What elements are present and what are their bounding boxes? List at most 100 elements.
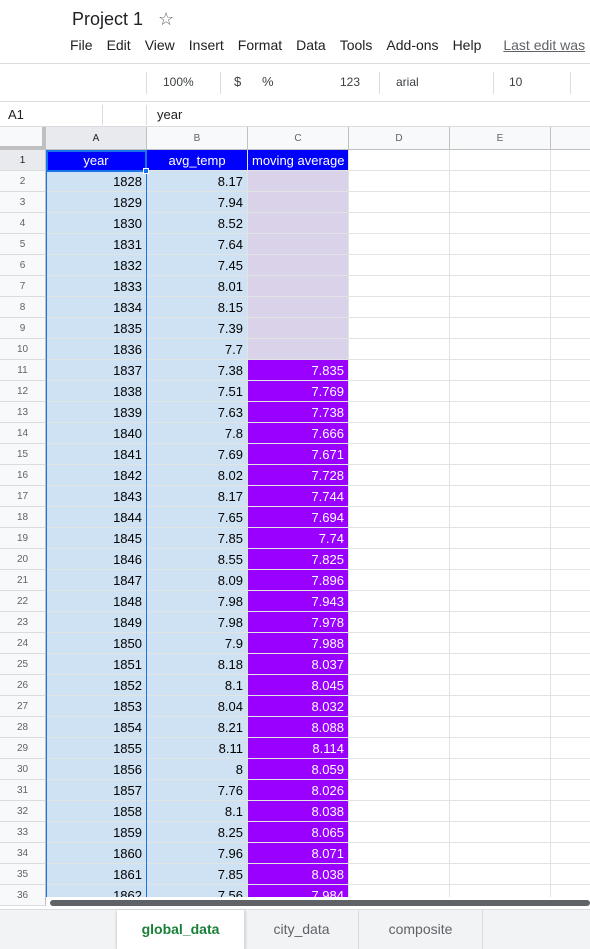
cell-moving-average[interactable]: 8.026 [248, 780, 349, 801]
cell[interactable] [450, 192, 551, 213]
cell[interactable] [450, 507, 551, 528]
cell[interactable] [450, 150, 551, 171]
cell[interactable] [450, 276, 551, 297]
cell-year[interactable]: 1850 [46, 633, 147, 654]
cell-year[interactable]: 1854 [46, 717, 147, 738]
formula-input[interactable]: year [157, 107, 183, 122]
cell[interactable] [551, 255, 590, 276]
cell[interactable] [551, 738, 590, 759]
cell[interactable] [450, 318, 551, 339]
cell[interactable] [349, 822, 450, 843]
cell-avg-temp[interactable]: 7.94 [147, 192, 248, 213]
scrollbar-thumb[interactable] [50, 900, 590, 906]
cell-moving-average[interactable]: 8.071 [248, 843, 349, 864]
cell-year[interactable]: 1856 [46, 759, 147, 780]
row-header[interactable]: 3 [0, 192, 46, 213]
cell[interactable] [349, 339, 450, 360]
cell-avg-temp[interactable]: 8.09 [147, 570, 248, 591]
cell-year[interactable]: 1848 [46, 591, 147, 612]
cell-avg-temp[interactable]: 7.76 [147, 780, 248, 801]
cell[interactable] [450, 423, 551, 444]
cell-avg-temp[interactable]: 8.55 [147, 549, 248, 570]
cell-year[interactable]: 1857 [46, 780, 147, 801]
column-header[interactable]: A [46, 127, 147, 150]
cell[interactable] [551, 150, 590, 171]
cell[interactable] [551, 318, 590, 339]
cell[interactable] [349, 444, 450, 465]
cell[interactable] [349, 465, 450, 486]
cell[interactable] [450, 171, 551, 192]
row-header[interactable]: 11 [0, 360, 46, 381]
cell-moving-average[interactable] [248, 234, 349, 255]
cell-year[interactable]: 1832 [46, 255, 147, 276]
cell[interactable] [450, 549, 551, 570]
cell-avg-temp[interactable]: 8.01 [147, 276, 248, 297]
row-header[interactable]: 23 [0, 612, 46, 633]
cell-moving-average[interactable]: 7.744 [248, 486, 349, 507]
cell[interactable] [450, 759, 551, 780]
cell[interactable] [349, 381, 450, 402]
zoom-select[interactable]: 100% [163, 75, 194, 89]
cell-year[interactable]: 1853 [46, 696, 147, 717]
cell[interactable] [450, 339, 551, 360]
cell[interactable] [349, 318, 450, 339]
row-header[interactable]: 15 [0, 444, 46, 465]
cell-avg-temp[interactable]: 7.51 [147, 381, 248, 402]
cell[interactable] [349, 528, 450, 549]
row-header[interactable]: 17 [0, 486, 46, 507]
cell-avg-temp[interactable]: 8.52 [147, 213, 248, 234]
menu-add-ons[interactable]: Add-ons [386, 37, 439, 53]
cell[interactable] [551, 444, 590, 465]
name-box[interactable]: A1 [8, 107, 24, 122]
cell-moving-average[interactable] [248, 213, 349, 234]
row-header[interactable]: 28 [0, 717, 46, 738]
cell-moving-average[interactable]: 8.032 [248, 696, 349, 717]
row-header[interactable]: 5 [0, 234, 46, 255]
cell[interactable] [349, 759, 450, 780]
cell-moving-average[interactable]: 7.738 [248, 402, 349, 423]
cell[interactable] [450, 654, 551, 675]
cell-year[interactable]: 1835 [46, 318, 147, 339]
cell-year[interactable]: 1838 [46, 381, 147, 402]
cell[interactable] [450, 402, 551, 423]
cell-year[interactable]: 1855 [46, 738, 147, 759]
cell-year[interactable]: 1845 [46, 528, 147, 549]
cell[interactable] [349, 150, 450, 171]
cell[interactable] [349, 780, 450, 801]
row-header[interactable]: 25 [0, 654, 46, 675]
cell[interactable] [349, 843, 450, 864]
font-select[interactable]: arial [396, 75, 419, 89]
cell[interactable] [450, 801, 551, 822]
row-header[interactable]: 27 [0, 696, 46, 717]
row-header[interactable]: 8 [0, 297, 46, 318]
cell[interactable] [349, 591, 450, 612]
cell[interactable] [551, 549, 590, 570]
cell[interactable] [450, 843, 551, 864]
cell-year[interactable]: 1852 [46, 675, 147, 696]
cell[interactable] [551, 381, 590, 402]
cell[interactable] [450, 297, 551, 318]
cell-year[interactable]: 1837 [46, 360, 147, 381]
cell[interactable] [349, 864, 450, 885]
cell-year[interactable]: 1833 [46, 276, 147, 297]
cell[interactable] [349, 402, 450, 423]
cell[interactable] [349, 276, 450, 297]
cell[interactable] [551, 339, 590, 360]
column-header[interactable] [551, 127, 590, 150]
cell-moving-average[interactable]: 8.037 [248, 654, 349, 675]
column-header[interactable]: D [349, 127, 450, 150]
row-header[interactable]: 31 [0, 780, 46, 801]
cell-year[interactable]: 1844 [46, 507, 147, 528]
horizontal-scrollbar[interactable] [46, 897, 590, 909]
cell-avg-temp[interactable]: 7.9 [147, 633, 248, 654]
cell-moving-average[interactable]: 7.671 [248, 444, 349, 465]
cell-moving-average[interactable]: 8.045 [248, 675, 349, 696]
cell[interactable] [551, 171, 590, 192]
cell-year[interactable]: 1839 [46, 402, 147, 423]
cell-avg-temp[interactable]: 7.85 [147, 528, 248, 549]
cell[interactable] [450, 780, 551, 801]
menu-file[interactable]: File [70, 37, 93, 53]
select-all-corner[interactable] [0, 127, 46, 150]
cell-moving-average[interactable]: 8.038 [248, 801, 349, 822]
row-header[interactable]: 26 [0, 675, 46, 696]
